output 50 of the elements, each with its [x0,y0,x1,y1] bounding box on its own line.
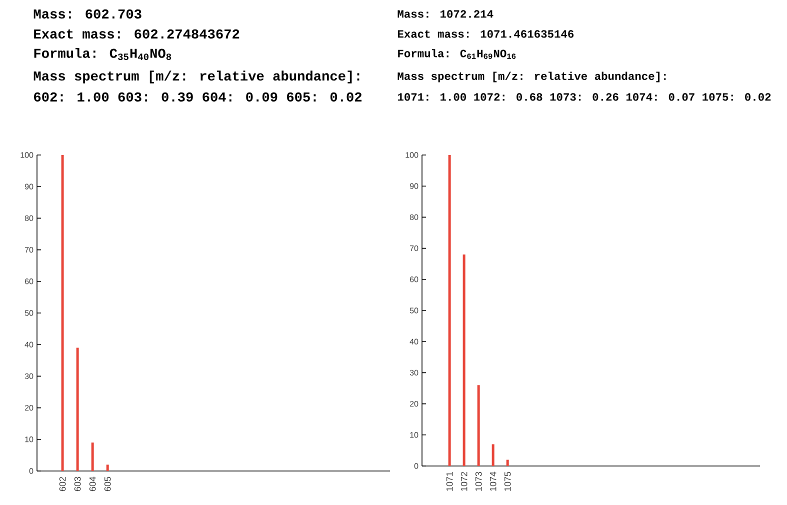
y-tick-label: 100 [20,152,34,158]
bar [91,442,94,471]
text: Mass spectrum [m/z: relative abundance]: [398,72,666,82]
text: Exact mass: 602.274843672 [34,29,240,39]
y-tick-label: 50 [410,308,418,314]
y-tick-label: 80 [24,215,34,222]
y-tick-label: 20 [24,404,34,411]
x-tick-label: 604 [89,476,96,492]
text: Formula: C$_{35}$H$_{40}$NO$_{8}$ [34,48,172,60]
y-tick-label: 100 [406,152,418,158]
y-tick-label: 90 [24,184,34,190]
y-tick-label: 60 [24,278,34,284]
y-tick-label: 30 [410,370,418,376]
y-tick-label: 90 [410,183,418,189]
bar [462,254,466,466]
x-tick-label: 603 [74,476,81,492]
text: Formula: C$_{61}$H$_{69}$NO$_{16}$ [398,49,516,59]
y-tick-label: 10 [410,432,418,438]
bar [61,154,64,471]
x-tick-label: 1071 [446,472,453,491]
y-tick-label: 20 [410,400,418,407]
text: 1071: 1.00 1072: 0.68 1073: 0.26 1074: 0.07 1075: 0.02 [398,93,771,101]
chart-title: Mass: 602.703 [34,9,142,19]
y-tick-label: 70 [24,246,34,253]
y-tick-label: 30 [24,373,34,380]
y-tick-label: 50 [24,310,34,316]
bar [492,444,494,466]
x-tick-label: 602 [59,476,66,492]
y-tick-label: 10 [25,436,34,442]
text: Exact mass: 1071.461635146 [398,30,574,38]
bar [477,385,480,466]
x-tick-label: 1075 [504,472,511,491]
y-tick-label: 60 [410,276,418,282]
y-tick-label: 40 [24,342,34,348]
text: 602: 1.00 603: 0.39 604: 0.09 605: 0.02 [34,92,362,102]
y-tick-label: 0 [29,468,34,474]
y-tick-label: 40 [410,338,418,344]
bar [76,348,79,471]
x-tick-label: 1072 [460,472,468,491]
x-tick-label: 1074 [490,472,496,491]
chart-title: Mass: 1072.214 [398,10,494,18]
x-tick-label: 1073 [475,472,482,491]
y-tick-label: 0 [414,463,418,469]
x-tick-label: 605 [104,476,111,492]
bar [106,464,109,471]
text: Mass spectrum [m/z: relative abundance]: [34,70,360,84]
y-tick-label: 70 [410,245,418,252]
bar [506,460,509,466]
bar [448,154,451,466]
y-tick-label: 80 [410,214,418,220]
